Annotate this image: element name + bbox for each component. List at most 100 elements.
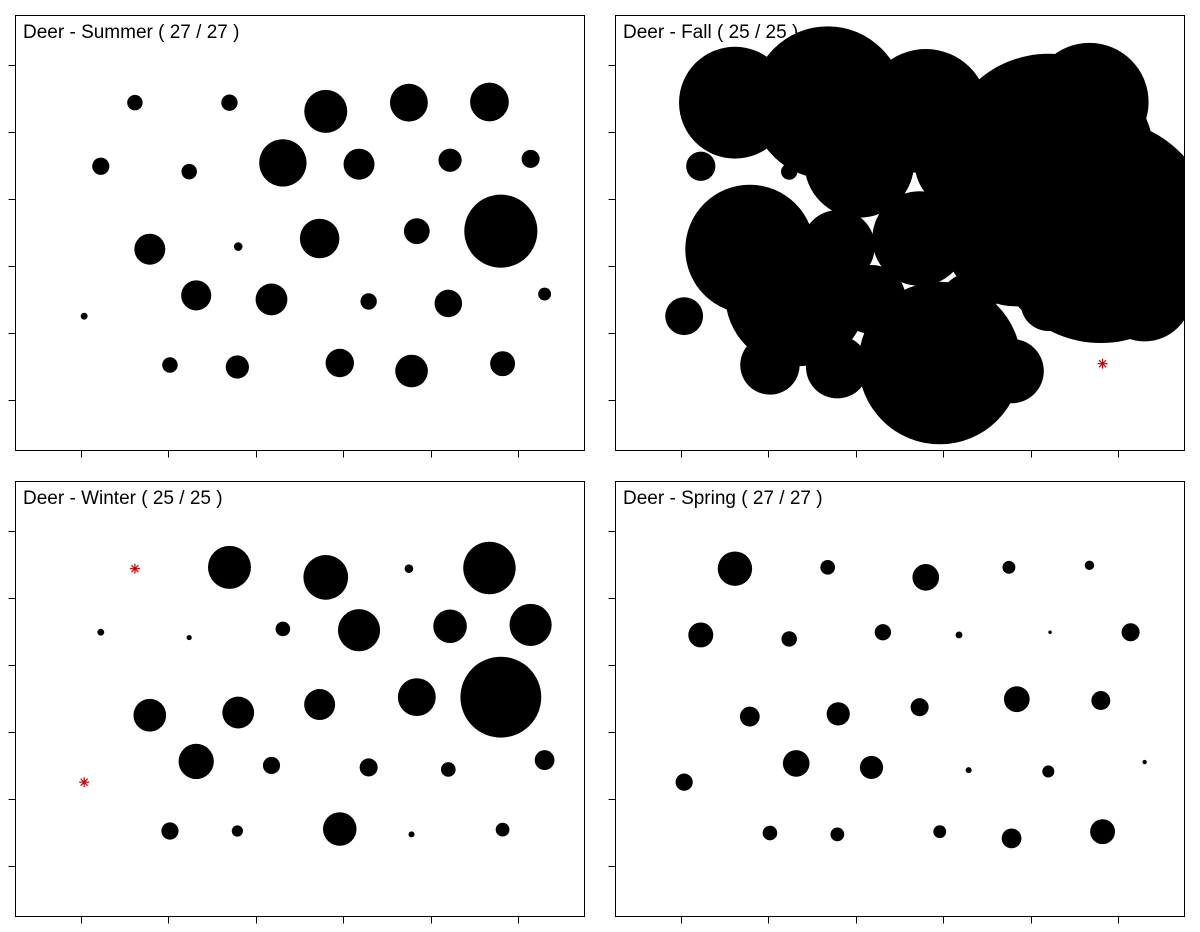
bubble-point xyxy=(470,82,509,122)
bubble-point xyxy=(781,631,797,647)
bubble-point xyxy=(275,621,291,637)
bubble-point xyxy=(133,698,167,732)
bubble-point xyxy=(830,827,845,842)
bubble-point xyxy=(665,297,704,336)
bubble-point xyxy=(262,756,281,775)
bubble-point xyxy=(161,822,179,840)
bubble-point xyxy=(233,242,243,251)
bubble-point xyxy=(782,750,810,777)
bubble-point xyxy=(910,698,929,717)
bubble-point xyxy=(259,139,307,187)
bubble-point xyxy=(178,743,214,780)
bubble-point xyxy=(434,289,463,318)
bubble-point xyxy=(534,750,555,770)
bubble-point xyxy=(438,148,462,172)
bubble-point xyxy=(717,551,753,586)
bubble-point xyxy=(360,293,377,310)
bubble-point xyxy=(395,354,428,388)
bubble-point xyxy=(403,218,430,245)
bubble-point xyxy=(441,762,456,777)
bubble-point xyxy=(820,560,836,575)
zero-count-marker xyxy=(79,777,90,788)
bubble-point xyxy=(390,83,428,122)
bubble-point xyxy=(1142,759,1147,765)
bubble-point xyxy=(1090,819,1116,845)
bubble-point xyxy=(186,635,192,641)
bubbles-fall xyxy=(665,26,1184,445)
bubble-point xyxy=(933,825,947,839)
bubble-point xyxy=(460,656,542,738)
bubble-point xyxy=(92,157,110,175)
panel-title: Deer - Fall ( 25 / 25 ) xyxy=(623,22,798,43)
bubble-point xyxy=(490,351,516,377)
panel-title: Deer - Spring ( 27 / 27 ) xyxy=(623,488,823,509)
bubble-point xyxy=(804,108,915,218)
bubble-point xyxy=(255,283,288,316)
bubble-point xyxy=(325,348,354,378)
bubble-point xyxy=(231,825,243,837)
bubbles-summer xyxy=(80,82,552,388)
bubble-point xyxy=(955,631,963,639)
bubble-point xyxy=(740,335,800,395)
bubble-point xyxy=(322,812,357,846)
bubble-point xyxy=(874,624,892,641)
bubble-point xyxy=(965,767,972,774)
panel-title: Deer - Summer ( 27 / 27 ) xyxy=(23,22,239,43)
bubble-point xyxy=(826,702,850,726)
bubble-point xyxy=(1002,560,1016,574)
panel-fall: Deer - Fall ( 25 / 25 ) xyxy=(608,15,1185,458)
bubble-point xyxy=(225,355,249,379)
bubble-point xyxy=(1121,623,1140,642)
bubble-point xyxy=(299,218,340,259)
bubble-point xyxy=(181,280,212,311)
bubble-point xyxy=(464,194,538,268)
bubble-point xyxy=(521,149,540,168)
bubble-point xyxy=(134,233,166,265)
panel-title: Deer - Winter ( 25 / 25 ) xyxy=(23,488,223,509)
bubble-point xyxy=(979,338,1044,404)
bubble-point xyxy=(303,555,349,600)
bubble-point xyxy=(762,825,778,841)
bubble-point xyxy=(1097,246,1184,342)
bubble-point xyxy=(1084,560,1095,571)
bubble-point xyxy=(509,603,552,646)
panel-winter: Deer - Winter ( 25 / 25 ) xyxy=(8,481,585,924)
bubble-point xyxy=(181,163,197,180)
bubble-point xyxy=(397,678,436,717)
bubble-point xyxy=(127,94,143,111)
bubble-point xyxy=(404,564,414,573)
bubbles-winter xyxy=(79,541,555,846)
bubble-point xyxy=(859,755,884,780)
bubble-point xyxy=(408,831,415,838)
panel-summer: Deer - Summer ( 27 / 27 ) xyxy=(8,15,585,458)
bubble-point xyxy=(221,94,238,111)
bubble-point xyxy=(686,151,716,181)
bubble-point xyxy=(222,696,255,729)
bubble-point xyxy=(495,822,510,837)
bubble-point xyxy=(805,335,869,399)
bubble-point xyxy=(433,609,467,643)
bubble-point xyxy=(304,689,336,721)
bubble-point xyxy=(872,191,967,286)
bubble-point xyxy=(1042,765,1055,778)
bubble-point xyxy=(337,609,381,652)
bubble-point xyxy=(343,148,375,180)
bubble-point xyxy=(781,163,798,180)
zero-count-marker xyxy=(1097,358,1108,369)
panel-spring: Deer - Spring ( 27 / 27 ) xyxy=(608,481,1185,924)
bubble-point xyxy=(725,224,868,367)
bubble-point xyxy=(80,312,88,320)
bubble-point xyxy=(1020,275,1076,331)
bubble-point xyxy=(162,357,178,373)
bubble-point xyxy=(739,706,760,727)
zero-count-marker xyxy=(129,563,140,574)
bubble-point xyxy=(1003,686,1030,713)
panel-frame xyxy=(615,481,1185,917)
bubble-point xyxy=(538,287,552,301)
bubble-point xyxy=(1091,691,1111,710)
bubble-point xyxy=(97,628,105,636)
bubble-point xyxy=(675,773,693,791)
bubble-point xyxy=(688,622,714,648)
bubble-point xyxy=(359,758,378,777)
